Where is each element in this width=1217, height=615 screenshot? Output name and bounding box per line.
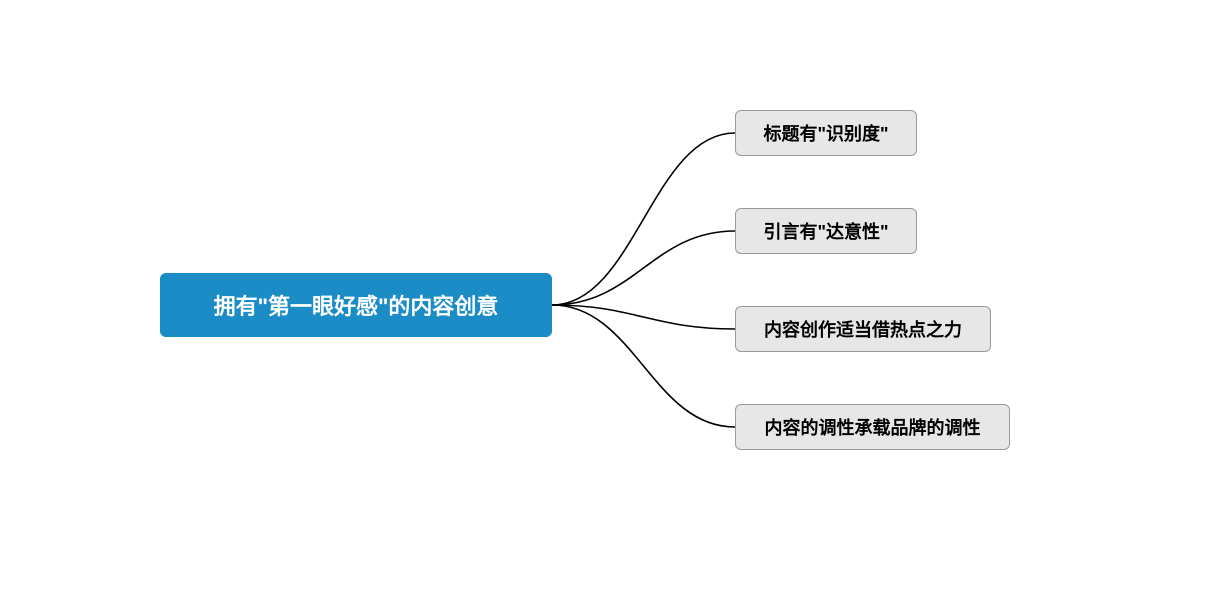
- root-node: 拥有"第一眼好感"的内容创意: [160, 273, 552, 337]
- edge: [552, 231, 735, 305]
- child-node-3: 内容创作适当借热点之力: [735, 306, 991, 352]
- edge: [552, 305, 735, 427]
- child-node-4: 内容的调性承载品牌的调性: [735, 404, 1010, 450]
- edge: [552, 133, 735, 305]
- child-node-2: 引言有"达意性": [735, 208, 917, 254]
- child-node-4-label: 内容的调性承载品牌的调性: [765, 414, 981, 440]
- mindmap-canvas: 拥有"第一眼好感"的内容创意 标题有"识别度" 引言有"达意性" 内容创作适当借…: [0, 0, 1217, 615]
- child-node-2-label: 引言有"达意性": [763, 218, 888, 244]
- child-node-3-label: 内容创作适当借热点之力: [764, 316, 962, 342]
- child-node-1-label: 标题有"识别度": [763, 120, 888, 146]
- edge: [552, 305, 735, 329]
- child-node-1: 标题有"识别度": [735, 110, 917, 156]
- root-node-label: 拥有"第一眼好感"的内容创意: [214, 289, 499, 321]
